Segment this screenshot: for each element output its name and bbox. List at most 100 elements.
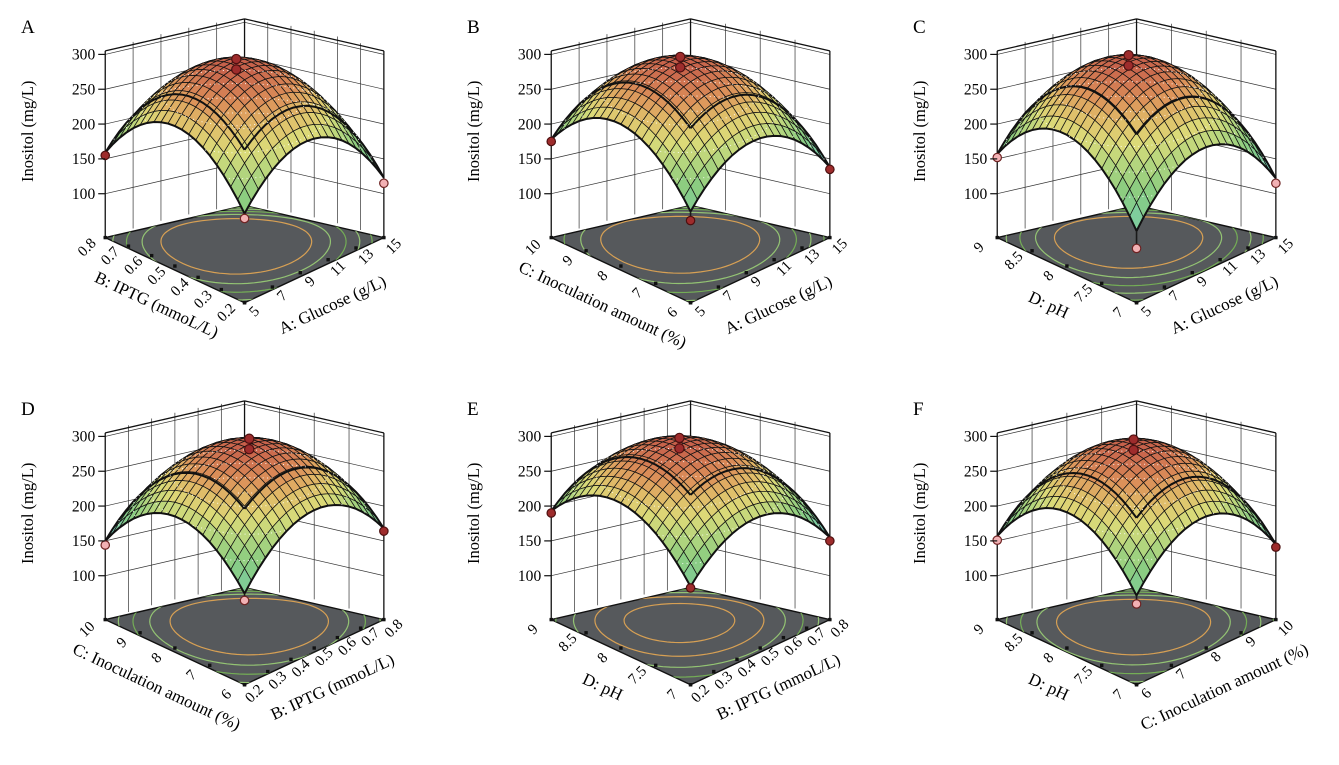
z-tick-label: 100 [72, 568, 96, 585]
z-tick-label: 250 [518, 81, 542, 98]
right-axis-tick-label: 15 [383, 236, 405, 258]
design-points [546, 51, 835, 226]
design-point-apex [1123, 49, 1134, 61]
z-axis-title: Inositol (mg/L) [464, 81, 483, 182]
panel-F: 100 150 200 250 300 Inositol (mg/L) 7 7.5 8 8.5 9 6… [910, 399, 1311, 734]
response-surface [550, 54, 831, 213]
z-tick-label: 250 [964, 463, 988, 480]
right-axis-tick-label: 9 [1194, 274, 1211, 291]
z-axis-title: Inositol (mg/L) [910, 463, 929, 564]
design-points [100, 433, 389, 606]
z-tick-label: 300 [518, 47, 542, 64]
left-axis-tick-label: 8 [595, 650, 612, 667]
z-tick-label: 200 [72, 116, 96, 133]
left-axis-tick-label: 9 [971, 621, 988, 638]
design-point-left-corner [546, 508, 557, 518]
left-axis-tick-label: 8 [1041, 650, 1058, 667]
z-tick-label: 300 [964, 429, 988, 446]
left-axis-tick-label: 9 [114, 635, 131, 652]
left-axis-tick-label: 9 [525, 621, 542, 638]
panel-label: B [467, 17, 480, 38]
design-point-right-corner [379, 178, 389, 189]
z-tick-label: 250 [72, 81, 96, 98]
z-axis-title: Inositol (mg/L) [464, 463, 483, 564]
design-point-apex [1128, 434, 1139, 445]
design-point-front-corner [685, 215, 696, 226]
left-axis-tick-label: 10 [76, 619, 98, 641]
design-points [546, 432, 835, 593]
z-tick-label: 100 [964, 568, 988, 585]
left-axis-title: D: pH [1026, 287, 1072, 322]
panel-label: E [467, 399, 479, 420]
left-axis-tick-label: 0.3 [191, 287, 216, 312]
z-tick-label: 100 [518, 568, 542, 585]
left-axis-tick-label: 6 [218, 686, 235, 703]
right-axis-title: A: Glucose (g/L) [1168, 272, 1281, 339]
panel-label: D [21, 399, 35, 420]
left-axis-tick-label: 8.5 [1002, 631, 1027, 656]
z-tick-label: 100 [72, 186, 96, 203]
panel-label: F [913, 399, 924, 420]
z-tick-label: 150 [964, 533, 988, 550]
right-axis-tick-label: 7 [720, 288, 737, 305]
left-axis-tick-label: 0.8 [75, 236, 100, 261]
z-tick-label: 200 [72, 498, 96, 515]
left-axis-tick-label: 9 [560, 253, 577, 270]
design-point-apex [675, 51, 686, 63]
design-point-apex [674, 443, 685, 454]
design-point-right-corner [825, 164, 835, 175]
response-surface [996, 54, 1277, 232]
design-point-front-corner [685, 583, 696, 593]
design-points [100, 53, 389, 224]
left-axis-tick-label: 6 [664, 304, 681, 321]
right-axis-tick-label: 7 [1166, 288, 1183, 305]
z-axis-title: Inositol (mg/L) [18, 81, 37, 182]
z-tick-label: 100 [964, 186, 988, 203]
design-point-right-corner [1271, 542, 1281, 552]
z-tick-label: 150 [964, 151, 988, 168]
right-axis-title: A: Glucose (g/L) [276, 272, 389, 339]
design-point-left-corner [100, 540, 111, 550]
z-tick-label: 150 [72, 151, 96, 168]
design-point-apex [231, 64, 242, 75]
design-point-right-corner [825, 536, 835, 546]
design-point-front-corner [1131, 599, 1142, 609]
response-surface [104, 436, 385, 595]
response-surface [550, 435, 831, 588]
left-axis-tick-label: 7.5 [1072, 281, 1097, 306]
right-axis-tick-label: 9 [302, 274, 319, 291]
z-tick-label: 300 [518, 429, 542, 446]
z-tick-label: 150 [72, 533, 96, 550]
z-tick-label: 200 [518, 498, 542, 515]
left-axis-tick-label: 7 [1110, 304, 1127, 321]
left-axis-title: D: pH [580, 669, 626, 704]
left-axis-tick-label: 7.5 [1072, 663, 1097, 688]
design-point-left-corner [992, 535, 1003, 546]
left-axis-tick-label: 7 [664, 686, 681, 703]
response-surface [104, 56, 385, 215]
panel-label: C [913, 17, 926, 38]
right-axis-tick-label: 7 [1173, 666, 1190, 683]
left-axis-tick-label: 7 [630, 285, 647, 302]
left-axis-tick-label: 0.5 [145, 264, 170, 289]
left-axis-tick-label: 0.2 [214, 301, 239, 326]
z-tick-label: 200 [518, 116, 542, 133]
design-point-left-corner [100, 150, 111, 161]
z-tick-label: 150 [518, 151, 542, 168]
design-point-front-corner [1131, 243, 1142, 254]
right-axis-title: A: Glucose (g/L) [722, 272, 835, 339]
design-point-apex [244, 433, 255, 444]
left-axis-tick-label: 9 [971, 239, 988, 256]
design-point-front-corner [239, 213, 250, 224]
right-axis-tick-label: 15 [1275, 236, 1297, 258]
left-axis-tick-label: 8 [595, 268, 612, 285]
right-axis-tick-label: 10 [1275, 618, 1297, 640]
right-axis-tick-label: 9 [1243, 634, 1260, 651]
left-axis-tick-label: 7.5 [626, 663, 651, 688]
design-point-right-corner [1271, 178, 1281, 189]
right-axis-tick-label: 5 [692, 304, 709, 321]
